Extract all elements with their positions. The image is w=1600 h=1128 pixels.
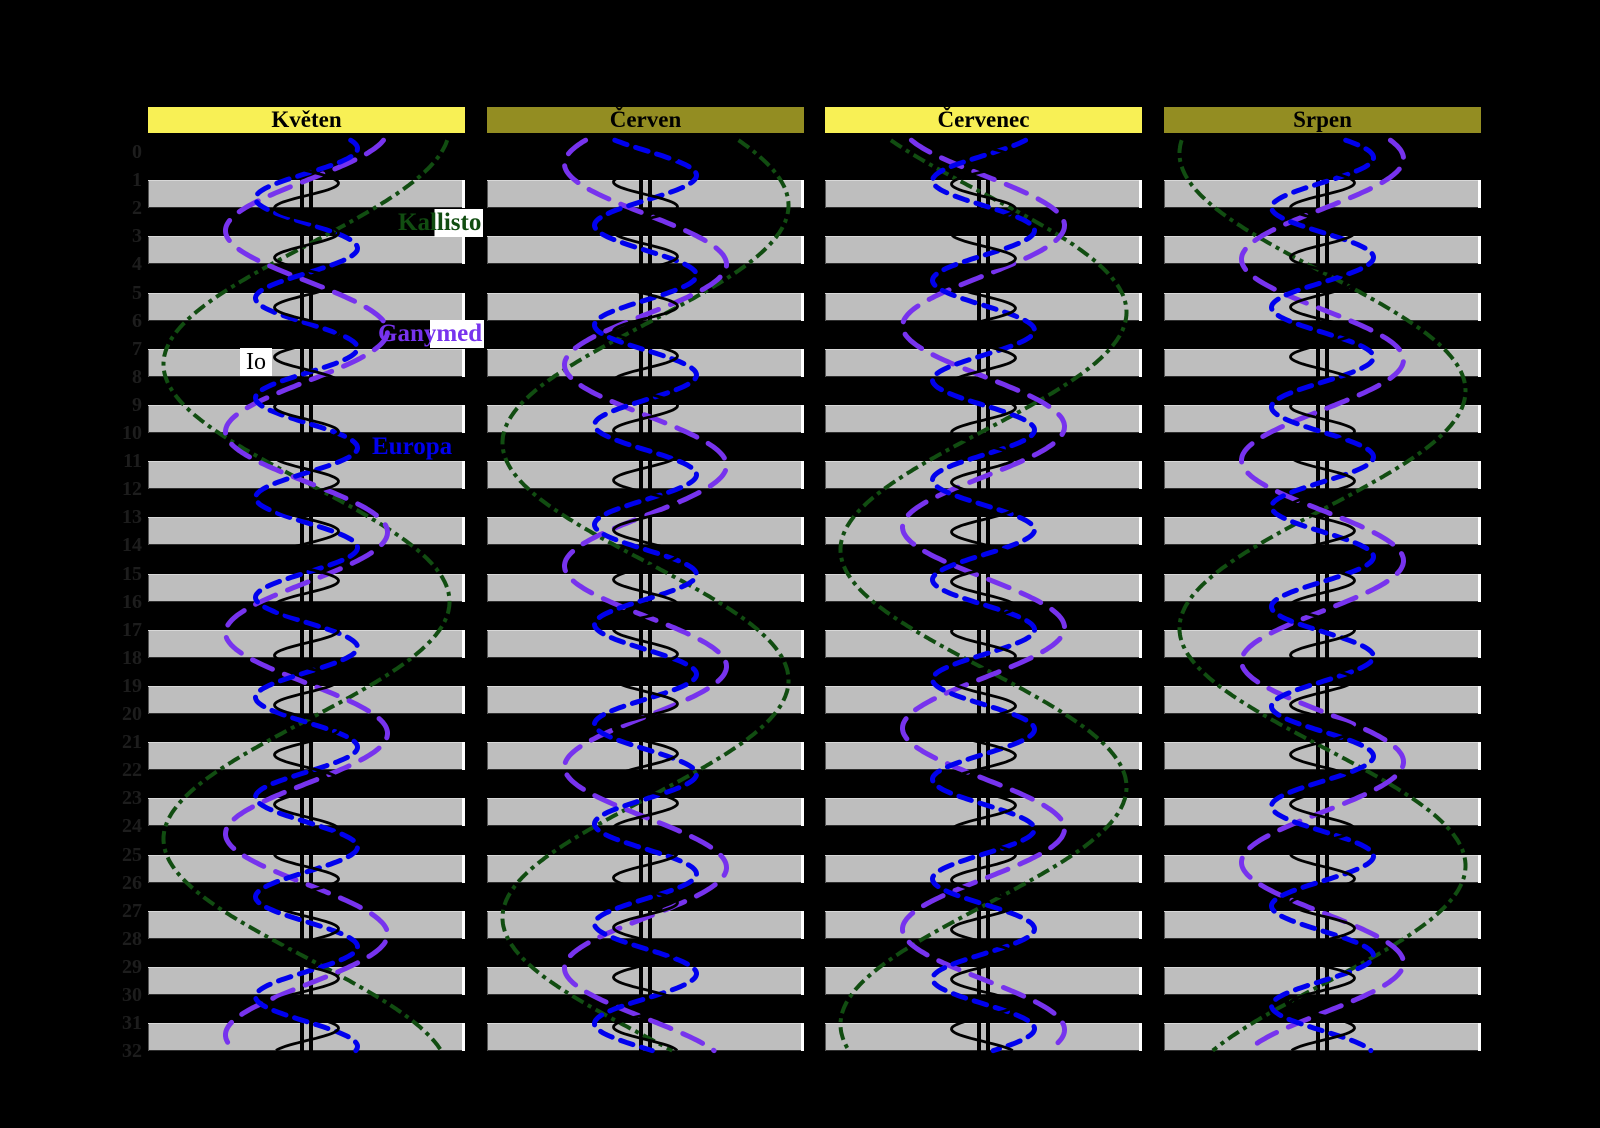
y-tick-label: 31 <box>122 1012 142 1035</box>
y-tick-label: 13 <box>122 506 142 529</box>
curve-europa <box>591 137 700 1054</box>
jupiter-disk-line <box>977 140 981 1051</box>
month-header: Srpen <box>1164 107 1481 133</box>
curve-europa <box>252 137 361 1054</box>
jupiter-disk-line <box>639 140 643 1051</box>
curve-kallisto <box>500 138 791 1053</box>
day-stripe <box>487 348 804 377</box>
day-stripe <box>825 517 1142 546</box>
y-tick-label: 17 <box>122 618 142 641</box>
y-tick-label: 30 <box>122 984 142 1006</box>
moon-curves-1 <box>161 137 452 1054</box>
day-stripe <box>148 742 465 771</box>
day-stripe <box>148 685 465 714</box>
day-stripe <box>1164 629 1481 658</box>
day-stripe <box>825 742 1142 771</box>
curve-io <box>1289 138 1356 1052</box>
legend-label-europa: Europa <box>368 433 457 461</box>
curve-europa <box>1268 137 1377 1054</box>
y-tick-label: 18 <box>122 646 142 669</box>
y-tick-label: 3 <box>132 225 142 248</box>
day-stripe <box>487 798 804 827</box>
day-stripe <box>1164 573 1481 602</box>
day-stripe <box>487 629 804 658</box>
jupiter-disk-line <box>309 140 313 1051</box>
month-header: Červenec <box>825 107 1142 133</box>
day-stripe <box>825 685 1142 714</box>
legend-label-ganymed: Ganymed <box>376 320 485 348</box>
y-tick-label: 4 <box>132 253 142 276</box>
curve-europa <box>929 137 1038 1054</box>
y-tick-label: 1 <box>132 169 142 192</box>
day-stripe <box>148 236 465 265</box>
day-stripe <box>148 854 465 883</box>
y-tick-label: 8 <box>132 365 142 388</box>
y-tick-label: 2 <box>132 197 142 220</box>
y-tick-label: 11 <box>123 450 142 473</box>
day-stripe <box>1164 348 1481 377</box>
moon-curves-2 <box>500 137 791 1054</box>
y-tick-label: 20 <box>122 703 142 725</box>
day-stripe <box>148 1023 465 1052</box>
moon-curves-3 <box>838 137 1129 1054</box>
day-stripe <box>825 236 1142 265</box>
month-header: Květen <box>148 107 465 133</box>
curve-ganymed <box>223 137 390 1054</box>
day-stripe <box>487 461 804 490</box>
y-tick-label: 10 <box>122 422 142 444</box>
legend-label-io: Io <box>240 348 272 377</box>
jupiter-disk-line <box>1316 140 1320 1051</box>
day-stripe <box>487 854 804 883</box>
y-tick-label: 27 <box>122 899 142 922</box>
curve-io <box>273 138 340 1052</box>
y-tick-label: 9 <box>132 393 142 416</box>
y-tick-label: 22 <box>122 759 142 782</box>
moon-curves-4 <box>1177 137 1468 1054</box>
y-tick-label: 14 <box>122 534 142 557</box>
day-stripe <box>825 573 1142 602</box>
y-tick-label: 26 <box>122 871 142 894</box>
legend-label-kallisto: Kallisto <box>396 209 484 237</box>
y-tick-label: 5 <box>132 281 142 304</box>
curve-kallisto <box>161 139 452 1052</box>
curve-io <box>950 138 1017 1052</box>
curve-io <box>612 138 679 1052</box>
y-tick-label: 25 <box>122 843 142 866</box>
day-stripe <box>825 910 1142 939</box>
y-tick-label: 32 <box>122 1040 142 1063</box>
y-tick-label: 6 <box>132 309 142 332</box>
curve-ganymed <box>1239 137 1406 1054</box>
day-stripe <box>1164 292 1481 321</box>
y-tick-label: 15 <box>122 562 142 585</box>
day-stripe <box>1164 1023 1481 1052</box>
y-tick-label: 28 <box>122 927 142 950</box>
day-stripe <box>487 517 804 546</box>
y-tick-label: 29 <box>122 955 142 978</box>
day-stripe <box>1164 236 1481 265</box>
y-tick-label: 24 <box>122 815 142 838</box>
y-tick-label: 0 <box>132 141 142 163</box>
day-stripe <box>1164 854 1481 883</box>
curve-kallisto <box>838 138 1129 1052</box>
y-tick-label: 19 <box>122 674 142 697</box>
y-tick-label: 7 <box>132 337 142 360</box>
jupiter-disk-line <box>1325 140 1329 1051</box>
month-header: Červen <box>487 107 804 133</box>
day-stripe <box>148 573 465 602</box>
y-tick-label: 21 <box>122 731 142 754</box>
y-tick-label: 23 <box>122 787 142 810</box>
y-tick-label: 12 <box>122 478 142 501</box>
day-stripe <box>825 1023 1142 1052</box>
curve-kallisto <box>1177 139 1468 1053</box>
jupiter-disk-line <box>648 140 652 1051</box>
y-tick-label: 16 <box>122 590 142 613</box>
